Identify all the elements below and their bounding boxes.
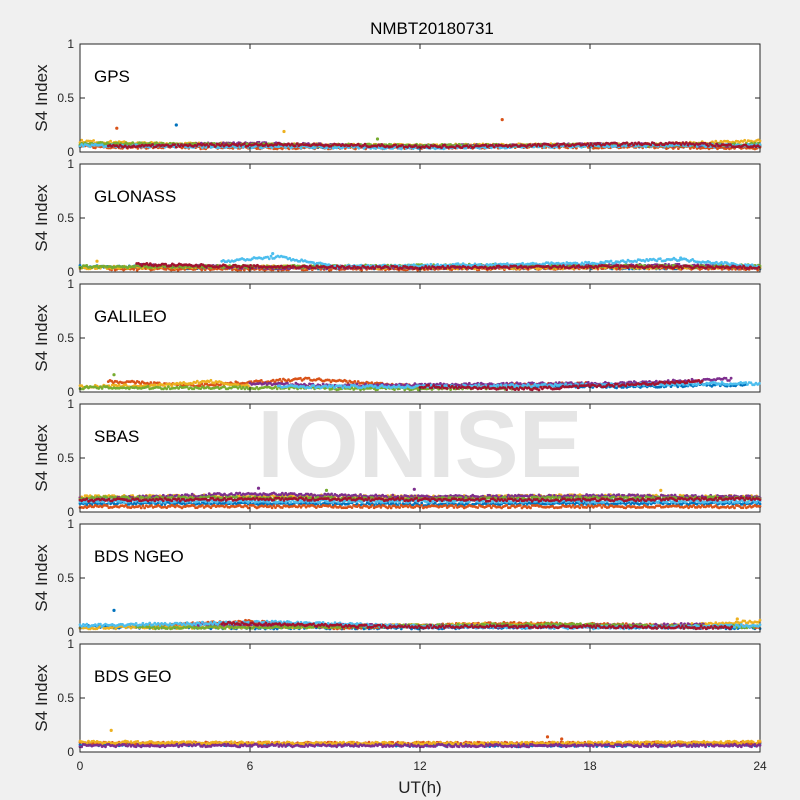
data-point bbox=[109, 139, 112, 143]
data-point bbox=[490, 146, 493, 150]
data-point bbox=[80, 266, 84, 270]
data-point bbox=[151, 143, 154, 147]
constellation-label: GPS bbox=[94, 67, 130, 86]
data-point bbox=[80, 138, 84, 142]
data-point bbox=[649, 143, 652, 147]
data-point bbox=[267, 257, 271, 261]
data-point bbox=[743, 138, 747, 142]
data-point bbox=[542, 146, 546, 149]
y-tick-label: 0.5 bbox=[57, 91, 74, 105]
data-point bbox=[440, 146, 443, 150]
data-point bbox=[555, 142, 559, 146]
panel-axes-box bbox=[79, 43, 761, 153]
data-point bbox=[684, 141, 688, 144]
data-point bbox=[201, 146, 204, 150]
y-axis-label: S4 Index bbox=[32, 64, 51, 132]
data-point bbox=[214, 145, 217, 148]
outlier-point bbox=[282, 129, 286, 134]
data-point bbox=[207, 145, 211, 148]
outlier-point bbox=[115, 126, 119, 130]
data-point bbox=[688, 147, 692, 150]
panel-data bbox=[78, 118, 762, 151]
data-point bbox=[607, 145, 611, 149]
y-tick-label: 1 bbox=[67, 37, 74, 51]
data-point bbox=[758, 139, 762, 143]
data-point bbox=[609, 259, 613, 263]
data-point bbox=[200, 268, 204, 272]
data-point bbox=[707, 144, 710, 148]
data-point bbox=[173, 143, 177, 147]
outlier-point bbox=[500, 118, 504, 122]
outlier-point bbox=[174, 123, 178, 127]
data-point bbox=[293, 144, 297, 148]
data-point bbox=[625, 141, 629, 145]
data-point bbox=[582, 263, 586, 266]
data-point bbox=[242, 142, 246, 146]
data-point bbox=[174, 145, 178, 149]
data-point bbox=[677, 147, 680, 151]
data-point bbox=[505, 262, 509, 265]
outlier-point bbox=[375, 137, 380, 141]
data-point bbox=[714, 139, 718, 143]
data-point bbox=[93, 146, 97, 150]
data-point bbox=[591, 144, 595, 148]
data-point bbox=[394, 143, 397, 147]
panel-axes-box bbox=[79, 163, 761, 273]
figure-title: NMBT20180731 bbox=[370, 19, 494, 38]
data-point bbox=[92, 139, 95, 142]
data-point bbox=[269, 254, 273, 258]
